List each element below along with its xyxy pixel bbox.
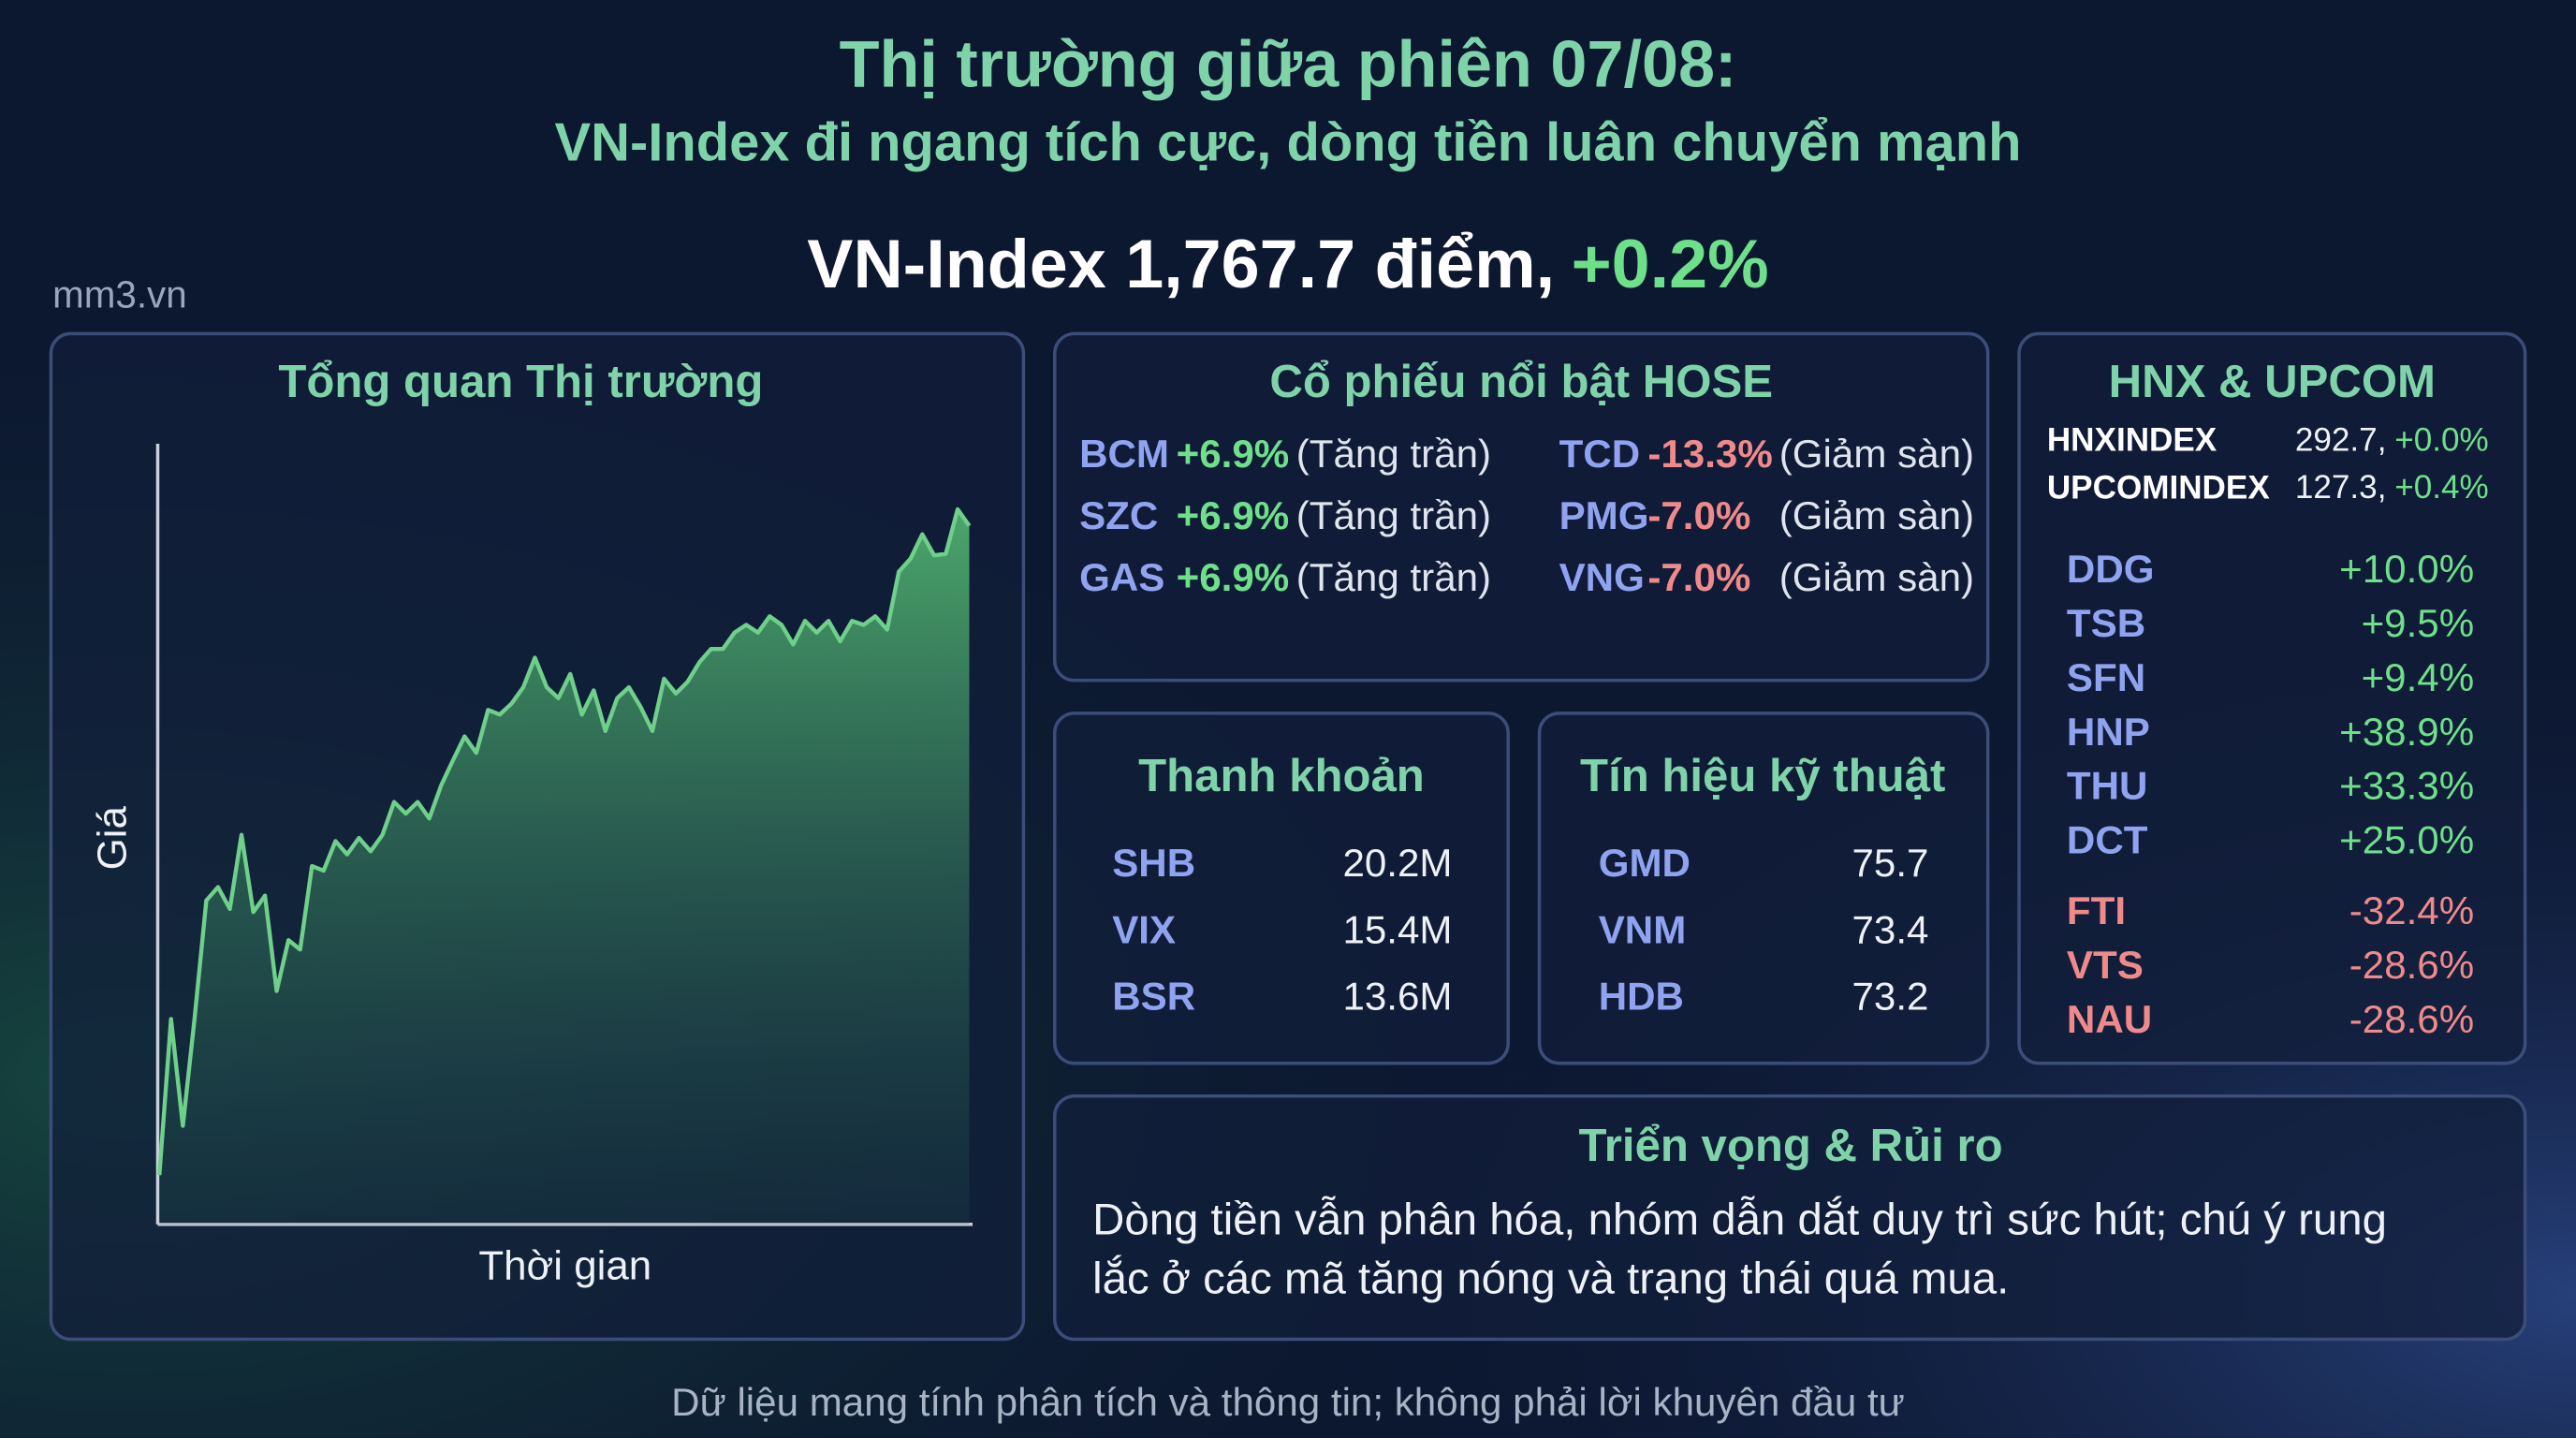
- technical-panel: [1537, 712, 1990, 1065]
- ticker: NAU: [2067, 997, 2152, 1041]
- technical-title: Tín hiệu kỹ thuật: [1580, 751, 1945, 801]
- ticker: DCT: [2067, 818, 2148, 862]
- change: +6.9%: [1177, 555, 1290, 599]
- change: +38.9%: [2339, 710, 2474, 754]
- area-fill: [159, 509, 970, 1225]
- change: +6.9%: [1177, 432, 1290, 476]
- ticker: BSR: [1112, 974, 1195, 1018]
- headline: VN-Index 1,767.7 điểm, +0.2%: [807, 225, 1768, 302]
- outlook-text: Dòng tiền vẫn phân hóa, nhóm dẫn dắt duy…: [1092, 1194, 2387, 1244]
- index-value: 127.3, +0.4%: [2295, 469, 2489, 506]
- value: 73.2: [1852, 974, 1929, 1018]
- headline-text: VN-Index 1,767.7 điểm,: [807, 225, 1555, 302]
- note: (Giảm sàn): [1779, 555, 1974, 599]
- headline-change: +0.2%: [1572, 225, 1769, 302]
- change: -13.3%: [1647, 432, 1772, 476]
- outlook-text: lắc ở các mã tăng nóng và trạng thái quá…: [1092, 1254, 2009, 1304]
- change: -7.0%: [1647, 555, 1750, 599]
- ticker: GAS: [1079, 555, 1164, 599]
- note: (Giảm sàn): [1779, 493, 1974, 537]
- value: 15.4M: [1342, 907, 1452, 951]
- chart-title: Tổng quan Thị trường: [278, 357, 763, 407]
- chart: [155, 444, 973, 1226]
- ticker: HDB: [1599, 974, 1684, 1018]
- value: 20.2M: [1342, 841, 1452, 885]
- ticker: HNP: [2067, 710, 2150, 754]
- hnx-panel: [2017, 331, 2527, 1065]
- ticker: TCD: [1559, 432, 1641, 476]
- index-value: 292.7, +0.0%: [2295, 422, 2489, 459]
- ticker: VNM: [1599, 907, 1687, 951]
- change: +25.0%: [2339, 818, 2474, 862]
- hose-title: Cổ phiếu nổi bật HOSE: [1269, 357, 1773, 407]
- change: +9.5%: [2362, 601, 2475, 645]
- ticker: BCM: [1079, 432, 1169, 476]
- index-name: HNXINDEX: [2047, 422, 2217, 459]
- outlook-title: Triển vọng & Rủi ro: [1579, 1121, 2003, 1171]
- x-axis-label: Thời gian: [478, 1243, 651, 1289]
- ticker: PMG: [1559, 493, 1649, 537]
- change: -32.4%: [2349, 888, 2474, 932]
- ticker: SHB: [1112, 841, 1195, 885]
- watermark: mm3.vn: [52, 272, 187, 315]
- change: -28.6%: [2349, 997, 2474, 1041]
- index-change: +0.4%: [2394, 469, 2488, 506]
- note: (Tăng trần): [1296, 432, 1491, 476]
- note: (Giảm sàn): [1779, 432, 1974, 476]
- ticker: FTI: [2067, 888, 2126, 932]
- ticker: GMD: [1599, 841, 1690, 885]
- change: -7.0%: [1647, 493, 1750, 537]
- note: (Tăng trần): [1296, 493, 1491, 537]
- area-line: [157, 506, 972, 1176]
- ticker: THU: [2067, 764, 2148, 808]
- title: Thị trường giữa phiên 07/08:: [840, 26, 1737, 100]
- change: -28.6%: [2349, 943, 2474, 987]
- note: (Tăng trần): [1296, 555, 1491, 599]
- y-axis-label: Giá: [89, 806, 135, 871]
- change: +6.9%: [1177, 493, 1290, 537]
- value: 13.6M: [1342, 974, 1452, 1018]
- ticker: VIX: [1112, 907, 1176, 951]
- subtitle: VN-Index đi ngang tích cực, dòng tiền lu…: [555, 113, 2022, 173]
- index-change: +0.0%: [2394, 422, 2488, 459]
- outlook-panel: [1053, 1094, 2527, 1342]
- value: 73.4: [1852, 907, 1929, 951]
- ticker: TSB: [2067, 601, 2145, 645]
- ticker: VNG: [1559, 555, 1645, 599]
- ticker: SFN: [2067, 655, 2145, 699]
- change: +33.3%: [2339, 764, 2474, 808]
- change: +9.4%: [2362, 655, 2475, 699]
- hose-panel: [1053, 331, 1990, 682]
- ticker: SZC: [1079, 493, 1158, 537]
- index-level: 127.3,: [2295, 469, 2387, 506]
- ticker: VTS: [2067, 943, 2144, 987]
- ticker: DDG: [2067, 547, 2155, 591]
- hnx-title: HNX & UPCOM: [2109, 357, 2436, 407]
- change: +10.0%: [2339, 547, 2474, 591]
- liquidity-panel: [1053, 712, 1510, 1065]
- liquidity-title: Thanh khoản: [1138, 751, 1425, 801]
- index-level: 292.7,: [2295, 422, 2387, 459]
- footer-note: Dữ liệu mang tính phân tích và thông tin…: [671, 1380, 1905, 1424]
- value: 75.7: [1852, 841, 1929, 885]
- index-name: UPCOMINDEX: [2047, 469, 2270, 506]
